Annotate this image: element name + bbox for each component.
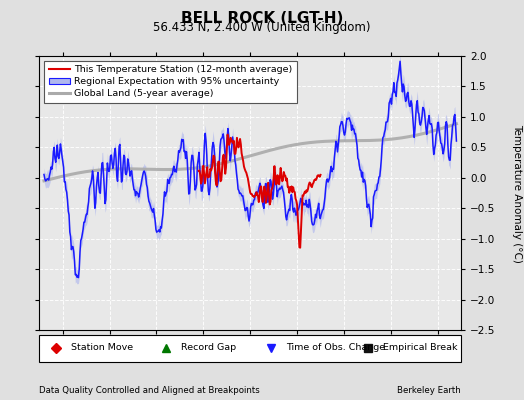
Text: Empirical Break: Empirical Break <box>383 343 457 352</box>
Legend: This Temperature Station (12-month average), Regional Expectation with 95% uncer: This Temperature Station (12-month avera… <box>44 61 297 103</box>
Text: Record Gap: Record Gap <box>181 343 236 352</box>
Text: Time of Obs. Change: Time of Obs. Change <box>286 343 385 352</box>
Text: Data Quality Controlled and Aligned at Breakpoints: Data Quality Controlled and Aligned at B… <box>39 386 260 395</box>
Text: 56.433 N, 2.400 W (United Kingdom): 56.433 N, 2.400 W (United Kingdom) <box>153 21 371 34</box>
FancyBboxPatch shape <box>39 335 461 362</box>
Y-axis label: Temperature Anomaly (°C): Temperature Anomaly (°C) <box>512 124 522 262</box>
Text: BELL ROCK (LGT-H): BELL ROCK (LGT-H) <box>181 11 343 26</box>
Text: Station Move: Station Move <box>71 343 133 352</box>
Text: Berkeley Earth: Berkeley Earth <box>397 386 461 395</box>
